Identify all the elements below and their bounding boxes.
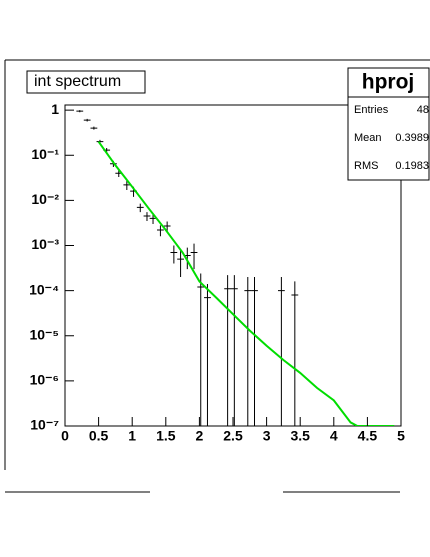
x-tick-label: 1.5 bbox=[156, 428, 176, 444]
data-point bbox=[190, 243, 198, 270]
stats-value: 48 bbox=[417, 104, 429, 116]
stats-label: Mean bbox=[354, 132, 382, 144]
data-point bbox=[83, 118, 91, 122]
data-point bbox=[136, 203, 144, 213]
x-tick-label: 0.5 bbox=[89, 428, 109, 444]
data-point bbox=[230, 275, 238, 426]
title-box bbox=[26, 70, 146, 94]
chart-title: int spectrum bbox=[34, 73, 121, 90]
data-point bbox=[177, 249, 184, 278]
y-tick-label: 1 bbox=[51, 101, 59, 117]
y-tick-label: 10⁻² bbox=[31, 191, 59, 207]
data-point bbox=[157, 225, 164, 237]
x-tick-label: 4.5 bbox=[358, 428, 378, 444]
data-point bbox=[123, 180, 131, 190]
stats-label: Entries bbox=[354, 104, 389, 116]
x-tick-label: 5 bbox=[397, 428, 405, 444]
y-tick-label: 10⁻³ bbox=[31, 236, 59, 252]
data-point bbox=[170, 245, 178, 264]
data-point bbox=[90, 126, 98, 130]
x-tick-label: 0 bbox=[61, 428, 69, 444]
data-point bbox=[204, 284, 211, 426]
data-point bbox=[224, 275, 232, 426]
data-point bbox=[197, 273, 205, 426]
data-point bbox=[143, 212, 151, 221]
y-tick-label: 10⁻⁷ bbox=[30, 417, 59, 433]
stats-box bbox=[347, 67, 430, 181]
data-point bbox=[244, 277, 252, 426]
stats-title: hproj bbox=[362, 71, 415, 94]
stats-value: 0.3989 bbox=[395, 132, 429, 144]
data-point bbox=[251, 277, 258, 426]
y-tick-label: 10⁻⁵ bbox=[29, 326, 59, 342]
data-point bbox=[76, 110, 84, 113]
data-point bbox=[291, 281, 299, 426]
x-tick-label: 4 bbox=[330, 428, 338, 444]
data-point bbox=[277, 277, 285, 426]
x-tick-label: 3 bbox=[263, 428, 271, 444]
stats-value: 0.1983 bbox=[395, 160, 429, 172]
plot-area bbox=[76, 110, 395, 426]
y-tick-label: 10⁻¹ bbox=[31, 146, 59, 162]
y-tick-label: 10⁻⁴ bbox=[29, 281, 59, 297]
x-tick-label: 2.5 bbox=[223, 428, 243, 444]
x-tick-label: 1 bbox=[128, 428, 136, 444]
x-tick-label: 2 bbox=[196, 428, 204, 444]
x-tick-label: 3.5 bbox=[290, 428, 310, 444]
fit-line bbox=[97, 141, 395, 426]
y-tick-label: 10⁻⁶ bbox=[30, 372, 59, 388]
stats-label: RMS bbox=[354, 160, 378, 172]
